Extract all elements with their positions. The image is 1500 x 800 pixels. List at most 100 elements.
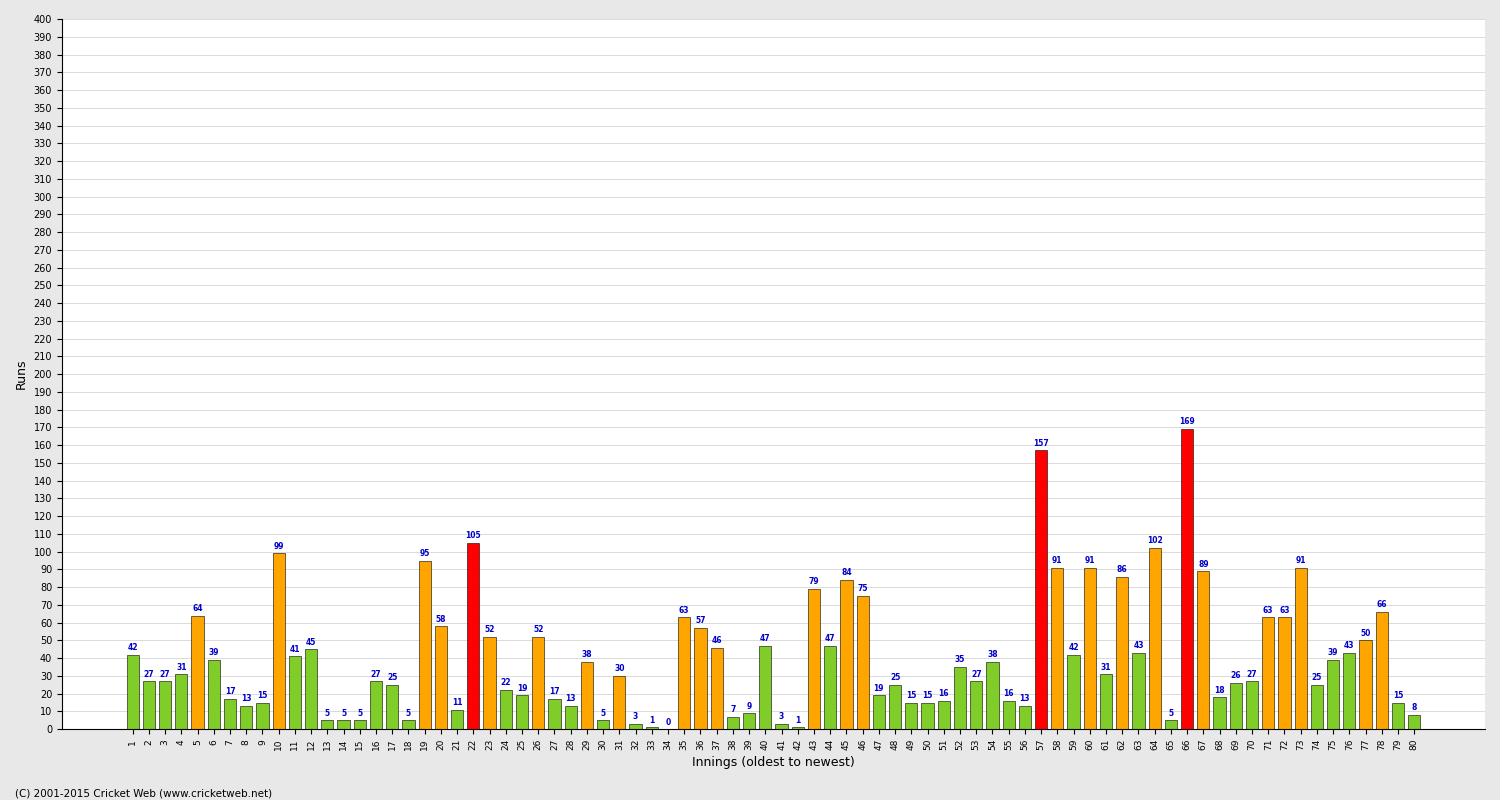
Text: 13: 13 — [566, 694, 576, 703]
Text: 84: 84 — [842, 569, 852, 578]
Text: 25: 25 — [387, 673, 398, 682]
Bar — [824, 646, 837, 730]
Bar — [873, 695, 885, 730]
Text: 91: 91 — [1052, 556, 1062, 565]
Text: 52: 52 — [532, 626, 543, 634]
Bar — [776, 724, 788, 730]
Text: 38: 38 — [987, 650, 998, 659]
Text: 5: 5 — [600, 709, 606, 718]
Bar — [1035, 450, 1047, 730]
Bar — [402, 720, 414, 730]
Text: 25: 25 — [890, 673, 900, 682]
Bar — [1149, 548, 1161, 730]
Bar — [597, 720, 609, 730]
Bar — [256, 702, 268, 730]
Text: 79: 79 — [808, 578, 819, 586]
Text: 66: 66 — [1377, 600, 1388, 610]
Text: 18: 18 — [1215, 686, 1225, 694]
Bar — [954, 667, 966, 730]
Bar — [1328, 660, 1340, 730]
Text: 27: 27 — [970, 670, 981, 678]
Bar — [483, 637, 495, 730]
Bar — [273, 554, 285, 730]
Bar — [1132, 653, 1144, 730]
Text: 105: 105 — [465, 531, 482, 540]
Bar — [516, 695, 528, 730]
Bar — [126, 654, 140, 730]
Bar — [645, 727, 658, 730]
Text: 19: 19 — [873, 684, 883, 693]
Bar — [580, 662, 592, 730]
Text: 46: 46 — [711, 636, 722, 645]
Bar — [176, 674, 188, 730]
Text: 7: 7 — [730, 705, 735, 714]
Bar — [1116, 577, 1128, 730]
Text: 5: 5 — [326, 709, 330, 718]
Text: 63: 63 — [1263, 606, 1274, 614]
Text: 15: 15 — [258, 691, 267, 700]
Text: 42: 42 — [1068, 643, 1078, 652]
Text: 89: 89 — [1198, 559, 1209, 569]
Bar — [694, 628, 706, 730]
Text: 42: 42 — [128, 643, 138, 652]
Text: 17: 17 — [225, 687, 236, 696]
Bar — [987, 662, 999, 730]
Bar — [1344, 653, 1356, 730]
Bar — [759, 646, 771, 730]
Bar — [532, 637, 544, 730]
Bar — [468, 542, 480, 730]
Bar — [728, 717, 740, 730]
Text: 16: 16 — [1004, 689, 1014, 698]
Bar — [290, 657, 302, 730]
Text: 57: 57 — [694, 616, 705, 626]
Bar — [1311, 685, 1323, 730]
Bar — [1262, 618, 1275, 730]
Text: 5: 5 — [340, 709, 346, 718]
Text: 91: 91 — [1084, 556, 1095, 565]
Bar — [159, 682, 171, 730]
Text: 75: 75 — [858, 584, 868, 594]
Text: 64: 64 — [192, 604, 202, 613]
Text: 63: 63 — [1280, 606, 1290, 614]
Bar — [1408, 715, 1420, 730]
Bar — [338, 720, 350, 730]
Bar — [1214, 698, 1225, 730]
Bar — [419, 561, 430, 730]
Bar — [1376, 612, 1388, 730]
Bar — [614, 676, 626, 730]
Bar — [240, 706, 252, 730]
Text: 25: 25 — [1311, 673, 1322, 682]
Text: 169: 169 — [1179, 418, 1196, 426]
Bar — [1002, 701, 1016, 730]
Text: 26: 26 — [1230, 671, 1240, 680]
Bar — [207, 660, 220, 730]
Text: 102: 102 — [1148, 537, 1162, 546]
Text: 13: 13 — [242, 694, 252, 703]
Text: 27: 27 — [370, 670, 381, 678]
Y-axis label: Runs: Runs — [15, 359, 28, 390]
Text: 35: 35 — [956, 655, 964, 665]
Bar — [742, 714, 754, 730]
Text: 43: 43 — [1344, 642, 1354, 650]
Text: 5: 5 — [357, 709, 363, 718]
Bar — [840, 580, 852, 730]
Text: 27: 27 — [160, 670, 171, 678]
Text: 45: 45 — [306, 638, 316, 646]
X-axis label: Innings (oldest to newest): Innings (oldest to newest) — [692, 756, 855, 769]
Text: 63: 63 — [680, 606, 690, 614]
Bar — [1166, 720, 1178, 730]
Bar — [500, 690, 512, 730]
Bar — [1230, 683, 1242, 730]
Text: 22: 22 — [501, 678, 512, 687]
Text: 13: 13 — [1020, 694, 1031, 703]
Text: 30: 30 — [614, 664, 624, 674]
Bar — [970, 682, 982, 730]
Bar — [321, 720, 333, 730]
Text: 3: 3 — [778, 712, 784, 722]
Text: 58: 58 — [435, 614, 445, 623]
Text: 15: 15 — [922, 691, 933, 700]
Bar — [711, 647, 723, 730]
Bar — [1359, 641, 1371, 730]
Text: 47: 47 — [760, 634, 771, 643]
Bar — [792, 727, 804, 730]
